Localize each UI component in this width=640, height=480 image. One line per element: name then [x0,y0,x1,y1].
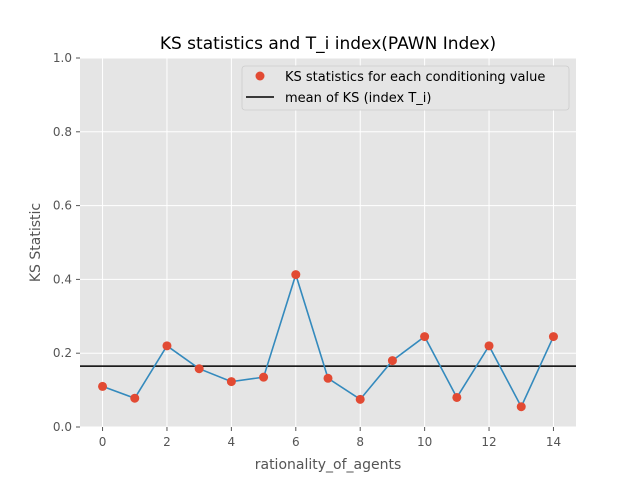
plot-area [80,58,576,427]
ks-point [226,377,236,387]
y-tick-label: 0.4 [53,272,72,286]
ks-point [548,332,558,342]
ks-point [323,373,333,383]
legend-box [241,65,570,111]
y-axis: 0.0 0.2 0.4 0.6 0.8 1.0 [53,51,80,434]
x-axis-label: rationality_of_agents [255,457,402,473]
ks-point [259,372,269,382]
legend-marker-points [255,71,265,81]
x-tick-label: 4 [228,435,236,449]
ks-point [516,402,526,412]
ks-point [194,364,204,374]
y-tick-label: 0.6 [53,199,72,213]
y-tick-label: 0.0 [53,420,72,434]
legend-label-points: KS statistics for each conditioning valu… [285,70,545,85]
legend: KS statistics for each conditioning valu… [241,65,570,111]
ks-point [420,332,430,342]
ks-point [130,393,140,403]
legend-label-mean: mean of KS (index T_i) [285,91,431,106]
ks-point [355,394,365,404]
x-tick-label: 10 [417,435,432,449]
y-axis-label: KS Statistic [28,203,44,282]
x-tick-label: 0 [99,435,107,449]
ks-point [484,341,494,351]
ks-point [162,341,172,351]
x-tick-label: 2 [163,435,171,449]
ks-point [291,270,301,280]
ks-point [452,392,462,402]
ks-point [387,356,397,366]
x-axis: 0 2 4 6 8 10 12 14 [99,427,561,449]
x-tick-label: 8 [356,435,364,449]
y-tick-label: 1.0 [53,51,72,65]
y-tick-label: 0.8 [53,125,72,139]
x-tick-label: 12 [481,435,496,449]
x-tick-label: 14 [546,435,561,449]
ks-point [98,381,108,391]
ks-points [98,270,558,412]
chart-title: KS statistics and T_i index(PAWN Index) [160,34,496,54]
y-tick-label: 0.2 [53,346,72,360]
x-tick-label: 6 [292,435,300,449]
